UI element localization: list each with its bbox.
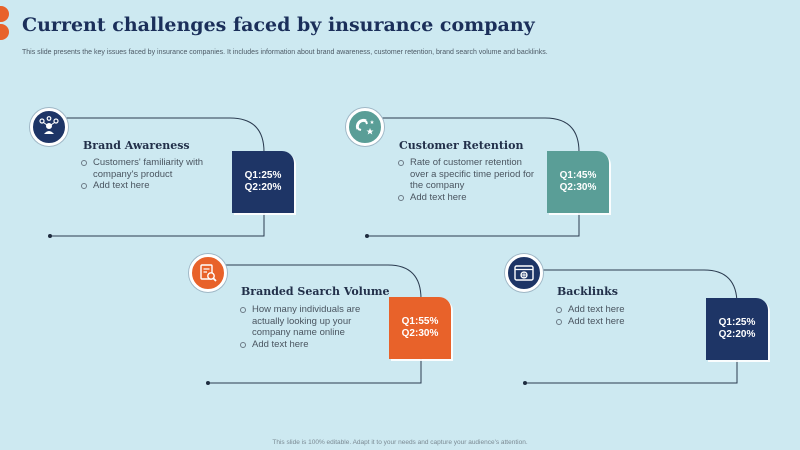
metric-box: Q1:55% Q2:30%	[389, 297, 451, 359]
q2-value: Q2:20%	[718, 329, 756, 340]
card-heading: Backlinks	[557, 285, 618, 298]
list-item: Add text here	[555, 316, 695, 328]
list-item: Add text here	[397, 192, 537, 204]
card-heading: Brand Awareness	[83, 139, 190, 152]
browser-link-icon	[505, 254, 543, 292]
metric-box: Q1:25% Q2:20%	[706, 298, 768, 360]
card-heading: Branded Search Volume	[241, 285, 390, 298]
list-item: Add text here	[239, 339, 379, 351]
magnet-stars-icon	[346, 108, 384, 146]
bullet-list: Customers' familiarity with company's pr…	[80, 157, 220, 192]
decorative-dot-top	[0, 6, 9, 22]
decorative-dot-bottom	[0, 24, 9, 40]
q1-value: Q1:55%	[401, 316, 439, 327]
q2-value: Q2:30%	[401, 328, 439, 339]
line-end-dot-4	[523, 381, 527, 385]
list-item: Add text here	[80, 180, 220, 192]
people-network-icon	[30, 108, 68, 146]
list-item: Add text here	[555, 304, 695, 316]
bullet-list: Rate of customer retention over a specif…	[397, 157, 537, 203]
page-subtitle: This slide presents the key issues faced…	[22, 49, 548, 56]
list-item: Customers' familiarity with company's pr…	[80, 157, 220, 180]
q1-value: Q1:25%	[244, 170, 282, 181]
line-end-dot-3	[206, 381, 210, 385]
line-end-dot-1	[48, 234, 52, 238]
list-item: Rate of customer retention over a specif…	[397, 157, 537, 192]
search-document-icon	[189, 254, 227, 292]
page-title: Current challenges faced by insurance co…	[22, 14, 535, 36]
list-item: How many individuals are actually lookin…	[239, 304, 379, 339]
q1-value: Q1:25%	[718, 317, 756, 328]
card-heading: Customer Retention	[399, 139, 524, 152]
footer-note: This slide is 100% editable. Adapt it to…	[272, 439, 528, 446]
line-end-dot-2	[365, 234, 369, 238]
bullet-list: Add text here Add text here	[555, 304, 695, 327]
metric-box: Q1:45% Q2:30%	[547, 151, 609, 213]
metric-box: Q1:25% Q2:20%	[232, 151, 294, 213]
bullet-list: How many individuals are actually lookin…	[239, 304, 379, 350]
q1-value: Q1:45%	[559, 170, 597, 181]
q2-value: Q2:30%	[559, 182, 597, 193]
q2-value: Q2:20%	[244, 182, 282, 193]
